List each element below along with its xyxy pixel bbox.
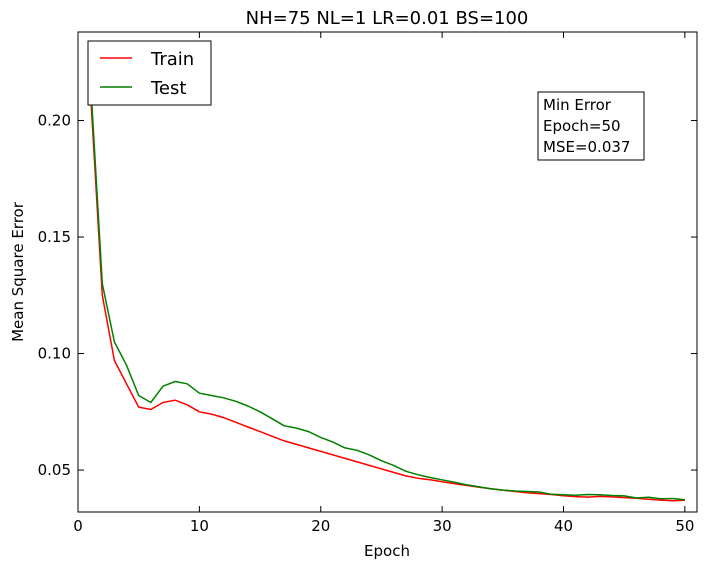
annotation-line-1: Min Error: [543, 96, 612, 114]
y-tick-label-3: 0.20: [38, 112, 71, 130]
axis-ticks: 0 10 20 30 40 50 0.05 0.10 0.15 0.20: [38, 32, 697, 535]
y-tick-label-1: 0.10: [38, 345, 71, 363]
annotation-box: [537, 91, 645, 161]
legend-label-test: Test: [150, 78, 186, 99]
legend-label-train: Train: [150, 49, 194, 70]
x-tick-label-50: 50: [675, 517, 694, 535]
x-tick-label-0: 0: [73, 517, 83, 535]
plot-frame: [77, 31, 698, 513]
chart-title: NH=75 NL=1 LR=0.01 BS=100: [246, 8, 529, 29]
y-tick-label-2: 0.15: [38, 228, 71, 246]
x-tick-label-20: 20: [311, 517, 330, 535]
x-tick-label-30: 30: [433, 517, 452, 535]
data-series: [89, 73, 685, 502]
annotation-line-3: MSE=0.037: [543, 138, 630, 156]
series-line-train: [89, 85, 685, 502]
legend-box: [87, 40, 212, 106]
annotation-line-2: Epoch=50: [543, 117, 621, 135]
legend: Train Test: [87, 40, 212, 106]
series-line-test: [89, 73, 685, 501]
x-tick-label-40: 40: [554, 517, 573, 535]
min-error-annotation: Min Error Epoch=50 MSE=0.037: [537, 91, 645, 161]
x-tick-label-10: 10: [190, 517, 209, 535]
x-axis-label: Epoch: [364, 542, 410, 560]
y-tick-label-0: 0.05: [38, 461, 71, 479]
y-axis-label: Mean Square Error: [9, 201, 27, 342]
